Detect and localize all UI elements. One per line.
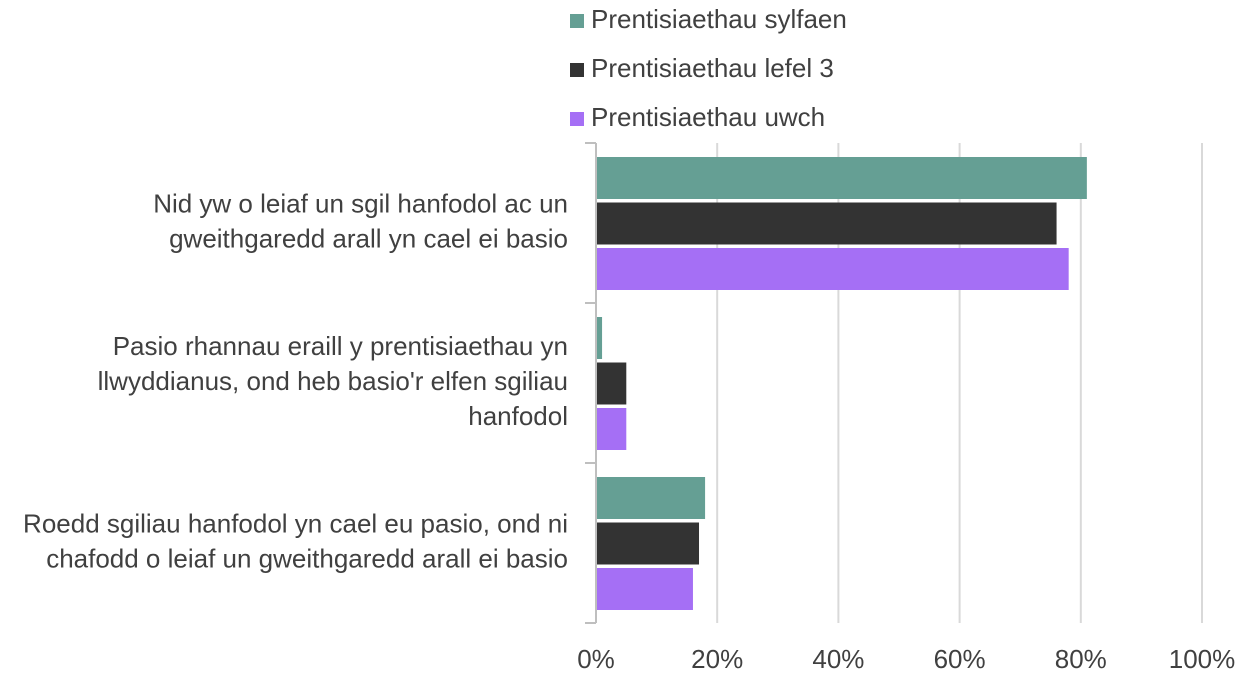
legend-swatch xyxy=(570,63,584,77)
label-line: hanfodol xyxy=(468,401,568,431)
bar xyxy=(596,408,627,450)
legend-label: Prentisiaethau lefel 3 xyxy=(591,53,834,83)
bar xyxy=(596,522,700,565)
label-line: gweithgaredd arall yn cael ei basio xyxy=(169,223,568,253)
label-line: llwyddianus, ond heb basio'r elfen sgili… xyxy=(98,366,568,396)
x-tick-label: 60% xyxy=(934,644,986,674)
legend-swatch xyxy=(570,112,584,126)
label-line: Roedd sgiliau hanfodol yn cael eu pasio,… xyxy=(23,508,568,538)
x-tick-label: 0% xyxy=(577,644,615,674)
bar xyxy=(596,248,1069,290)
x-tick-label: 80% xyxy=(1055,644,1107,674)
y-tick-label: Roedd sgiliau hanfodol yn cael eu pasio,… xyxy=(23,508,568,573)
x-tick-label: 100% xyxy=(1169,644,1236,674)
bar xyxy=(596,362,627,405)
legend-label: Prentisiaethau sylfaen xyxy=(591,4,847,34)
y-tick-label: Pasio rhannau eraill y prentisiaethau yn… xyxy=(98,331,568,431)
label-line: Nid yw o leiaf un sgil hanfodol ac un xyxy=(153,188,568,218)
legend-swatch xyxy=(570,14,584,28)
y-tick-label: Nid yw o leiaf un sgil hanfodol ac un gwe… xyxy=(153,188,568,253)
label-line: chafodd o leiaf un gweithgaredd arall ei… xyxy=(46,543,568,573)
legend-label: Prentisiaethau uwch xyxy=(591,102,825,132)
bar xyxy=(596,317,603,359)
x-tick-label: 40% xyxy=(812,644,864,674)
bar xyxy=(596,157,1087,199)
bar xyxy=(596,477,706,519)
bar xyxy=(596,568,693,610)
label-line: Pasio rhannau eraill y prentisiaethau yn xyxy=(113,331,568,361)
bar xyxy=(596,202,1057,245)
x-tick-label: 20% xyxy=(691,644,743,674)
